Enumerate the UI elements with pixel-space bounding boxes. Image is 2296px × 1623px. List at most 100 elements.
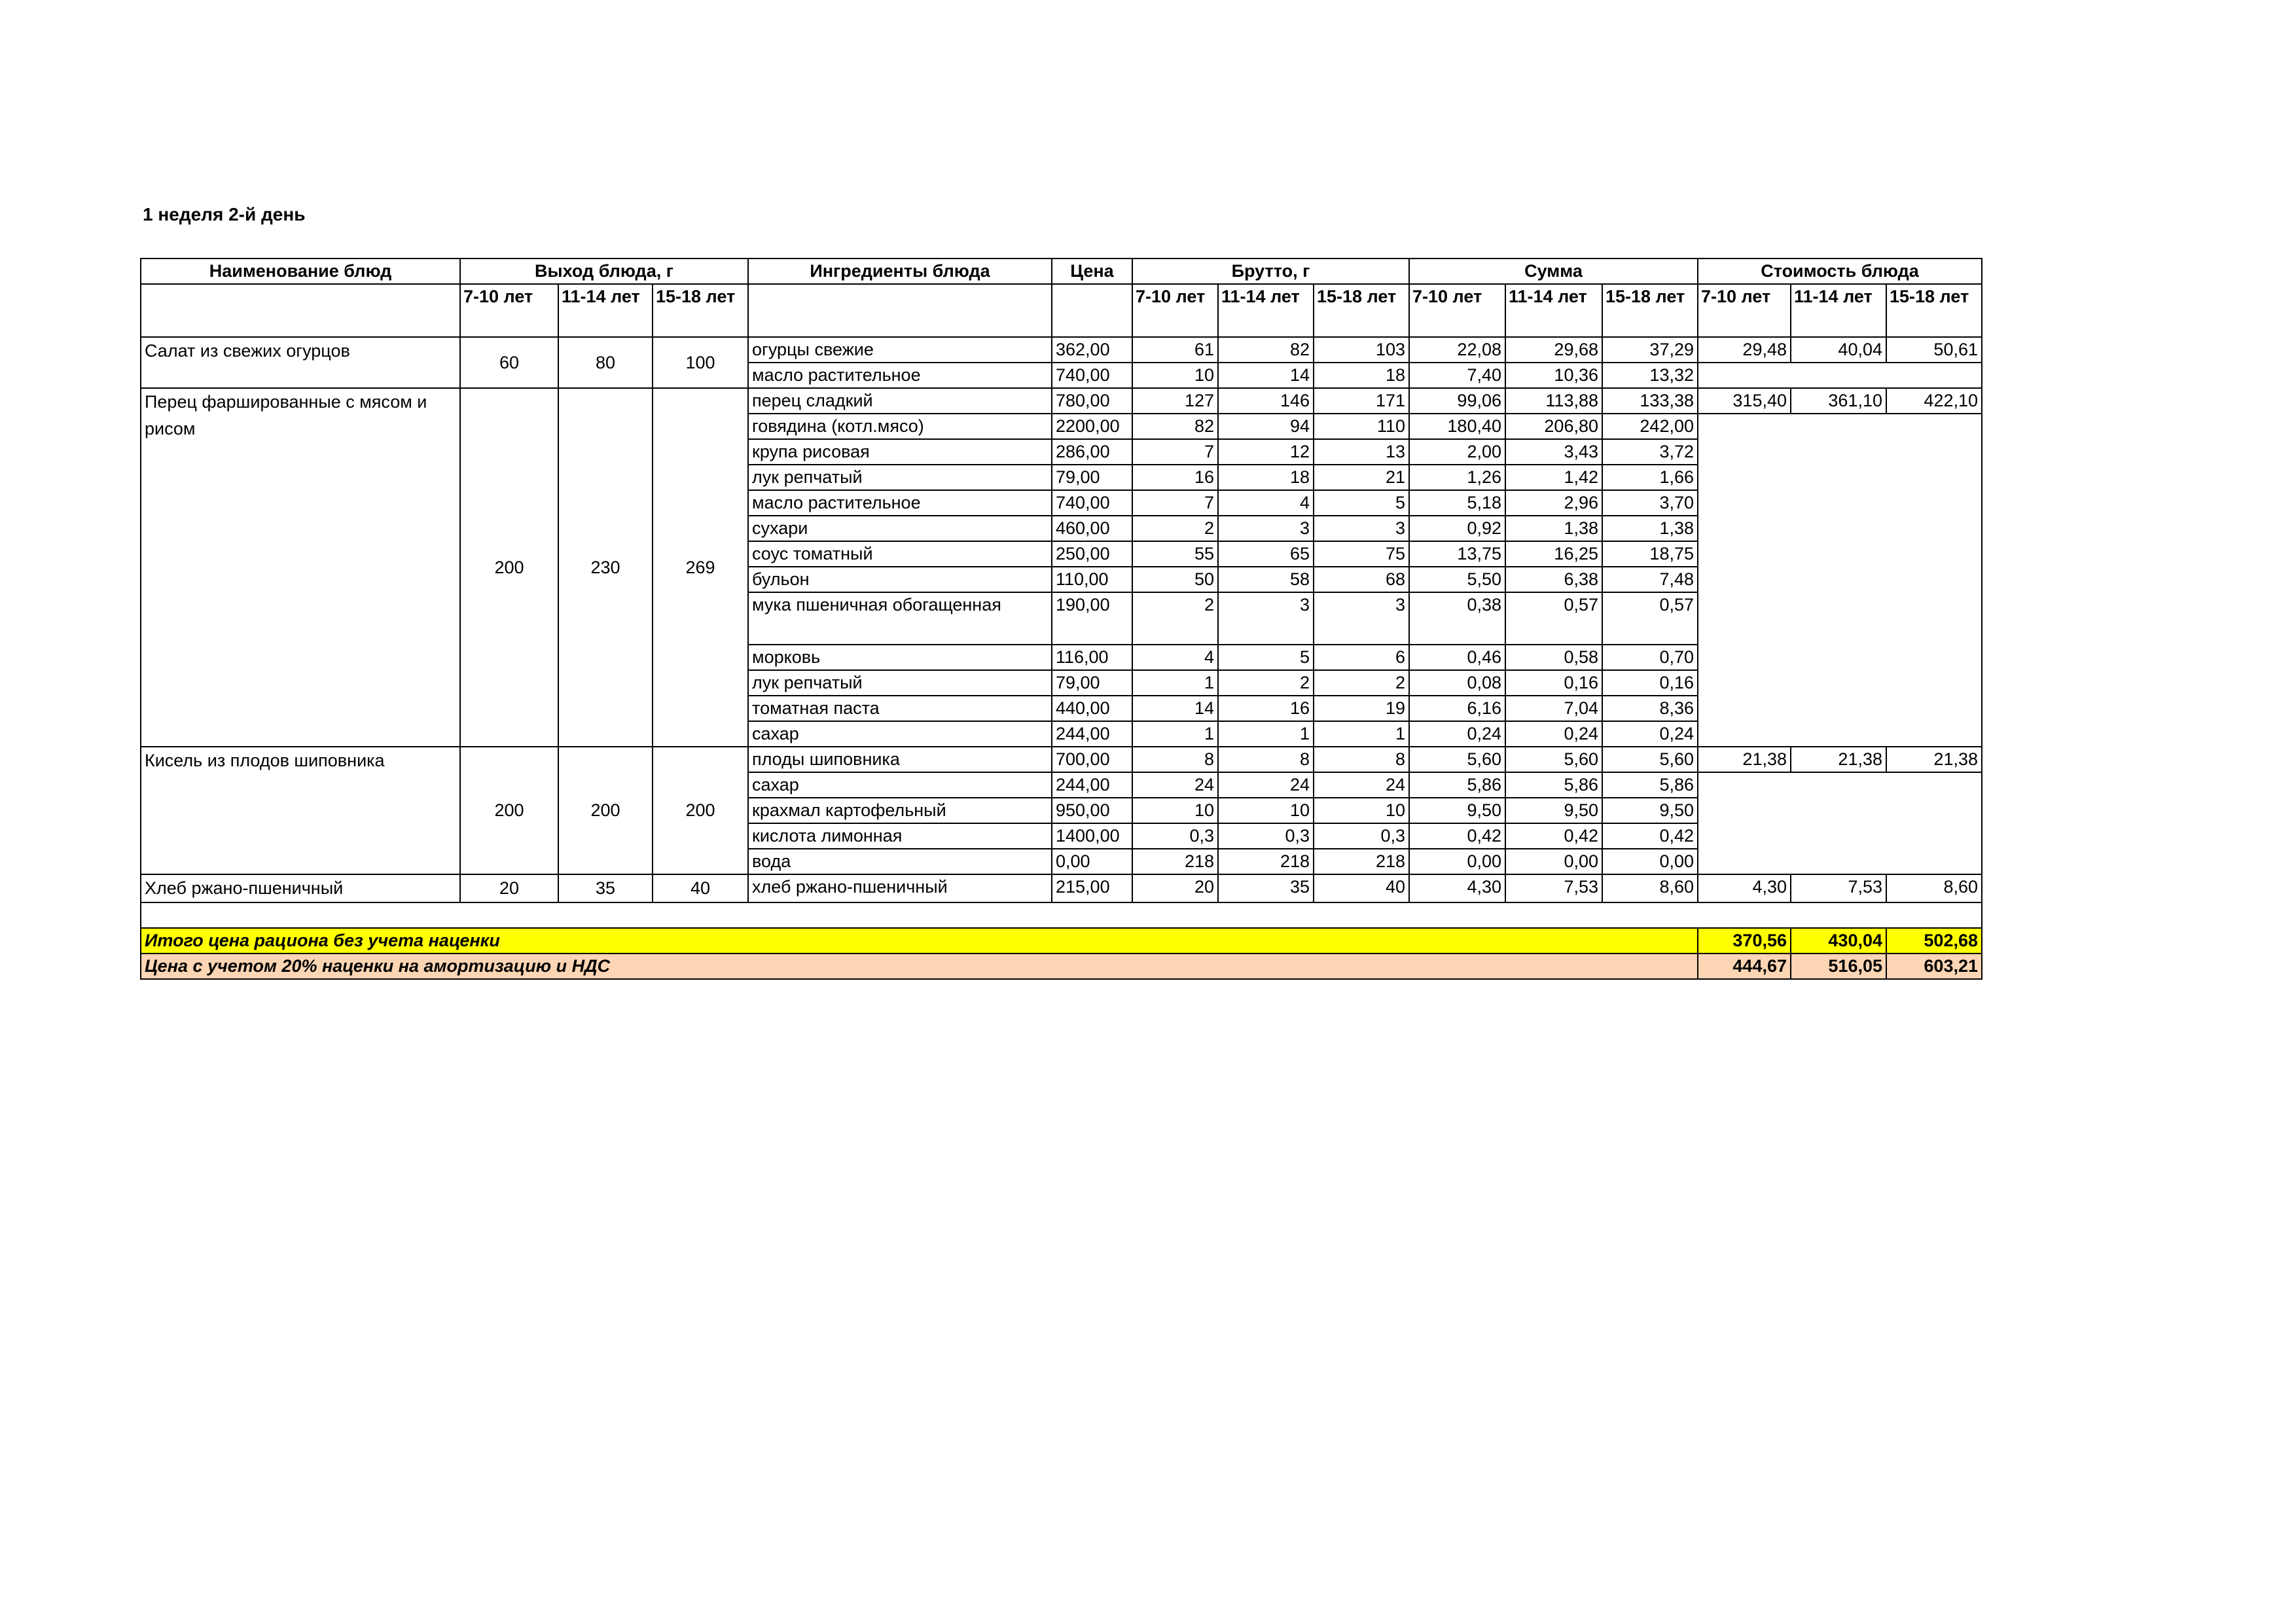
- sum-value: 1,38: [1602, 515, 1698, 542]
- sum-value: 9,50: [1408, 797, 1506, 824]
- brutto-value: 24: [1217, 772, 1314, 798]
- brutto-value: 14: [1217, 362, 1314, 389]
- brutto-value: 8: [1313, 746, 1410, 773]
- sum-value: 5,86: [1505, 772, 1603, 798]
- sum-value: 4,30: [1408, 874, 1506, 903]
- brutto-value: 20: [1132, 874, 1219, 903]
- brutto-value: 18: [1217, 464, 1314, 491]
- ingredient-name: сахар: [747, 721, 1052, 747]
- header-price: Цена: [1051, 258, 1133, 285]
- ingredient-price: 0,00: [1051, 848, 1133, 875]
- ingredient-name: масло растительное: [747, 362, 1052, 389]
- brutto-value: 7: [1132, 490, 1219, 516]
- brutto-value: 65: [1217, 541, 1314, 567]
- ingredient-price: 116,00: [1051, 644, 1133, 671]
- cost-blank: [1697, 772, 1982, 874]
- ingredient-name: сухари: [747, 515, 1052, 542]
- brutto-value: 4: [1217, 490, 1314, 516]
- sum-value: 7,48: [1602, 566, 1698, 593]
- brutto-value: 10: [1217, 797, 1314, 824]
- brutto-value: 94: [1217, 413, 1314, 440]
- sum-value: 1,26: [1408, 464, 1506, 491]
- sum-value: 0,46: [1408, 644, 1506, 671]
- sheet-title: 1 неделя 2-й день: [143, 204, 306, 224]
- ingredient-name: мука пшеничная обогащенная: [747, 592, 1052, 645]
- brutto-value: 19: [1313, 695, 1410, 722]
- sum-value: 22,08: [1408, 336, 1506, 363]
- brutto-value: 58: [1217, 566, 1314, 593]
- brutto-value: 8: [1132, 746, 1219, 773]
- header-ingredients: Ингредиенты блюда: [747, 258, 1052, 285]
- table-row: крахмал картофельный 950,00 10 10 10 9,50 9,50…: [141, 797, 1982, 824]
- sum-value: 2,96: [1505, 490, 1603, 516]
- sum-value: 37,29: [1602, 336, 1698, 363]
- header-brutto: Брутто, г: [1132, 258, 1410, 285]
- dish-cost: 50,61: [1886, 336, 1982, 363]
- header-dish: Наименование блюд: [140, 258, 461, 285]
- age-header: 15-18 лет: [1886, 283, 1982, 338]
- brutto-value: 7: [1132, 438, 1219, 465]
- sum-value: 133,38: [1602, 387, 1698, 414]
- ingredient-name: говядина (котл.мясо): [747, 413, 1052, 440]
- age-header: 7-10 лет: [1132, 283, 1219, 338]
- sum-value: 5,60: [1505, 746, 1603, 773]
- brutto-value: 55: [1132, 541, 1219, 567]
- brutto-value: 3: [1217, 592, 1314, 645]
- markup-value: 603,21: [1886, 953, 1982, 980]
- table-row: лук репчатый 79,00 1 2 2 0,08 0,16 0,16: [141, 669, 1982, 696]
- ingredient-name: лук репчатый: [747, 669, 1052, 696]
- brutto-value: 218: [1132, 848, 1219, 875]
- dish-yield: 20: [459, 874, 559, 903]
- sum-value: 16,25: [1505, 541, 1603, 567]
- sum-value: 29,68: [1505, 336, 1603, 363]
- sum-value: 99,06: [1408, 387, 1506, 414]
- header-sum: Сумма: [1408, 258, 1698, 285]
- brutto-value: 75: [1313, 541, 1410, 567]
- ingredient-price: 250,00: [1051, 541, 1133, 567]
- markup-value: 516,05: [1790, 953, 1887, 980]
- brutto-value: 2: [1217, 669, 1314, 696]
- table-row: Кисель из плодов шиповника 200 200 200 плоды…: [140, 746, 1982, 875]
- ingredient-name: перец сладкий: [747, 387, 1052, 414]
- ingredient-price: 780,00: [1051, 387, 1133, 414]
- ingredient-price: 440,00: [1051, 695, 1133, 722]
- ingredient-price: 190,00: [1051, 592, 1133, 645]
- sum-value: 5,18: [1408, 490, 1506, 516]
- brutto-value: 6: [1313, 644, 1410, 671]
- brutto-value: 13: [1313, 438, 1410, 465]
- ingredient-name: крахмал картофельный: [747, 797, 1052, 824]
- dish-yield: 269: [652, 387, 749, 747]
- brutto-value: 24: [1132, 772, 1219, 798]
- brutto-value: 0,3: [1132, 823, 1219, 849]
- empty-row: [140, 902, 1982, 929]
- markup-value: 444,67: [1697, 953, 1791, 980]
- sum-value: 1,42: [1505, 464, 1603, 491]
- brutto-value: 21: [1313, 464, 1410, 491]
- brutto-value: 1: [1313, 721, 1410, 747]
- sum-value: 0,57: [1602, 592, 1698, 645]
- brutto-value: 1: [1132, 721, 1219, 747]
- sum-value: 5,86: [1602, 772, 1698, 798]
- table-row: вода 0,00 218 218 218 0,00 0,00 0,00: [141, 848, 1982, 875]
- brutto-value: 82: [1217, 336, 1314, 363]
- sum-value: 6,38: [1505, 566, 1603, 593]
- brutto-value: 16: [1132, 464, 1219, 491]
- brutto-value: 5: [1313, 490, 1410, 516]
- ingredient-price: 79,00: [1051, 669, 1133, 696]
- brutto-value: 35: [1217, 874, 1314, 903]
- ingredient-name: вода: [747, 848, 1052, 875]
- sum-value: 18,75: [1602, 541, 1698, 567]
- cost-blank: [1697, 414, 1982, 747]
- sum-value: 9,50: [1505, 797, 1603, 824]
- table-row: сахар 244,00 1 1 1 0,24 0,24 0,24: [141, 721, 1982, 747]
- sum-value: 0,16: [1602, 669, 1698, 696]
- ingredient-name: кислота лимонная: [747, 823, 1052, 849]
- brutto-value: 8: [1217, 746, 1314, 773]
- brutto-value: 10: [1132, 362, 1219, 389]
- age-header: 7-10 лет: [1697, 283, 1791, 338]
- sum-value: 2,00: [1408, 438, 1506, 465]
- ingredient-price: 2200,00: [1051, 413, 1133, 440]
- table-row: масло растительное 740,00 7 4 5 5,18 2,96 3,70: [141, 490, 1982, 516]
- sum-value: 7,40: [1408, 362, 1506, 389]
- ingredient-price: 244,00: [1051, 721, 1133, 747]
